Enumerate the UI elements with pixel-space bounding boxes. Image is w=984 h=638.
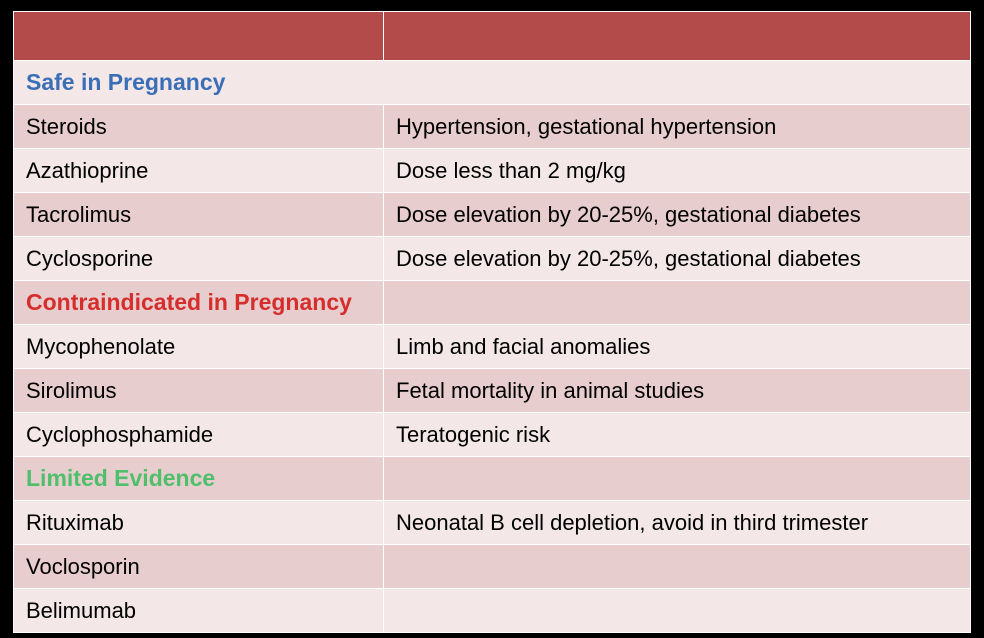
page-container: Safe in Pregnancy Steroids Hypertension,… [0,0,984,638]
table-row: Steroids Hypertension, gestational hyper… [14,105,971,149]
table-row: Cyclosporine Dose elevation by 20-25%, g… [14,237,971,281]
drug-name: Steroids [14,105,384,149]
table-row: Sirolimus Fetal mortality in animal stud… [14,369,971,413]
table-row: Voclosporin [14,545,971,589]
drug-note: Hypertension, gestational hypertension [384,105,971,149]
drug-name: Belimumab [14,589,384,633]
drug-note [384,545,971,589]
table-row: Rituximab Neonatal B cell depletion, avo… [14,501,971,545]
drug-name: Rituximab [14,501,384,545]
drug-name: Mycophenolate [14,325,384,369]
drug-name: Sirolimus [14,369,384,413]
section-title: Limited Evidence [14,457,384,501]
section-title: Safe in Pregnancy [14,61,971,105]
drug-name: Voclosporin [14,545,384,589]
drug-note: Limb and facial anomalies [384,325,971,369]
table-row: Belimumab [14,589,971,633]
drug-note: Dose elevation by 20-25%, gestational di… [384,193,971,237]
drug-note: Neonatal B cell depletion, avoid in thir… [384,501,971,545]
drug-name: Cyclosporine [14,237,384,281]
section-limited: Limited Evidence [14,457,971,501]
header-cell-2 [384,12,971,61]
drug-note: Dose elevation by 20-25%, gestational di… [384,237,971,281]
section-empty-cell [384,457,971,501]
table-row: Cyclophosphamide Teratogenic risk [14,413,971,457]
section-empty-cell [384,281,971,325]
drug-name: Azathioprine [14,149,384,193]
section-contraindicated: Contraindicated in Pregnancy [14,281,971,325]
table-row: Azathioprine Dose less than 2 mg/kg [14,149,971,193]
table-row: Tacrolimus Dose elevation by 20-25%, ges… [14,193,971,237]
table-row: Mycophenolate Limb and facial anomalies [14,325,971,369]
drug-name: Cyclophosphamide [14,413,384,457]
pregnancy-drug-table: Safe in Pregnancy Steroids Hypertension,… [13,11,971,633]
header-cell-1 [14,12,384,61]
drug-note [384,589,971,633]
table-header-row [14,12,971,61]
section-safe: Safe in Pregnancy [14,61,971,105]
drug-note: Fetal mortality in animal studies [384,369,971,413]
drug-name: Tacrolimus [14,193,384,237]
drug-note: Teratogenic risk [384,413,971,457]
section-title: Contraindicated in Pregnancy [14,281,384,325]
drug-note: Dose less than 2 mg/kg [384,149,971,193]
